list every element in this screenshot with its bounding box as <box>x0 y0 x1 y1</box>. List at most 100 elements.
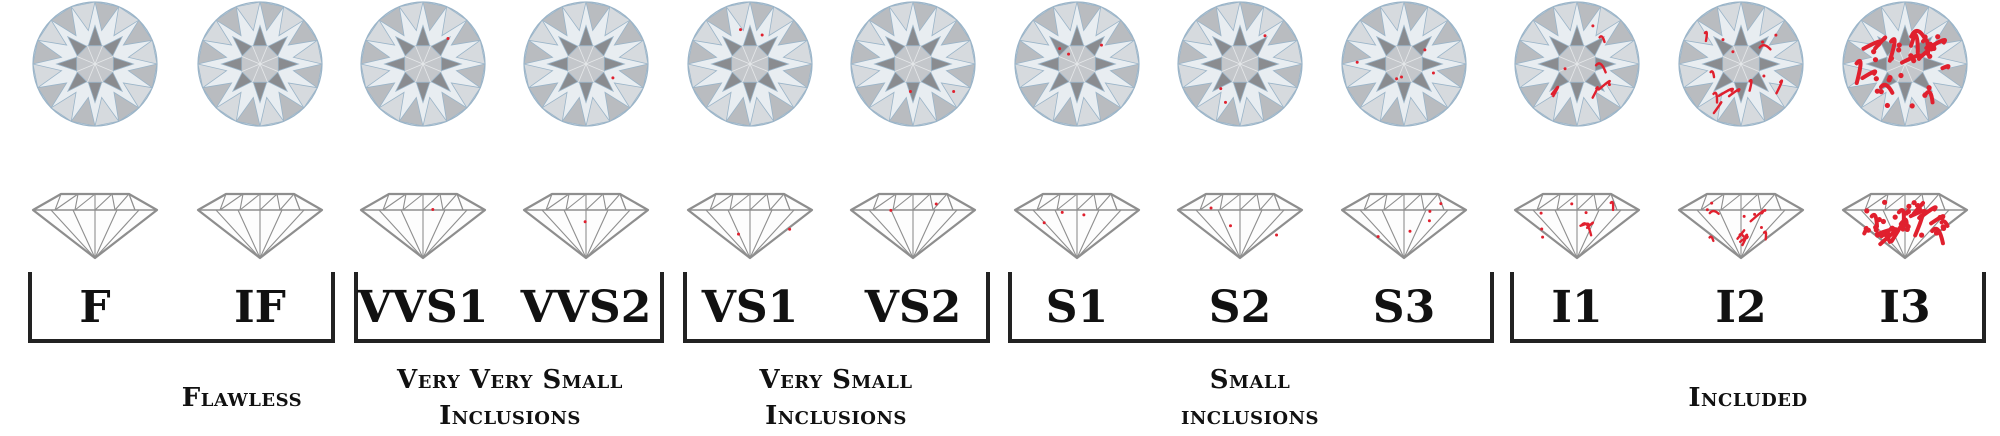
inclusion-mark <box>889 208 893 212</box>
inclusion-mark <box>1908 209 1928 219</box>
inclusion-mark <box>1609 200 1615 212</box>
inclusion-mark <box>1570 202 1574 206</box>
inclusion-mark <box>1721 38 1725 42</box>
inclusion-mark <box>1922 34 1928 40</box>
inclusion-mark <box>1703 30 1709 43</box>
inclusion-mark <box>1879 82 1895 95</box>
category-bracket <box>354 272 664 343</box>
diamond-side-view <box>1340 192 1468 260</box>
inclusion-mark <box>1708 209 1720 215</box>
inclusion-mark <box>1748 78 1753 92</box>
inclusion-mark <box>1067 52 1071 56</box>
inclusion-mark <box>1887 37 1897 63</box>
diamond-top-view <box>523 1 649 127</box>
inclusion-mark <box>611 76 615 80</box>
inclusion-mark <box>1717 87 1735 98</box>
grade-label: F <box>79 282 110 333</box>
diamond-side-view <box>359 192 487 260</box>
inclusion-mark <box>1886 77 1892 83</box>
inclusion-mark <box>1940 224 1946 230</box>
inclusion-mark <box>1219 87 1223 91</box>
inclusion-mark <box>1930 226 1945 246</box>
inclusion-mark <box>1712 91 1719 104</box>
inclusion-mark <box>1710 201 1714 205</box>
diamond-side-view <box>686 192 814 260</box>
category-brackets <box>28 272 1986 343</box>
grade-labels: F IF VVS1 VVS2 VS1 VS2 S1 S2 S3 I1 I2 I3 <box>79 282 1930 333</box>
category-label: Included <box>1688 383 1807 413</box>
inclusion-mark <box>1880 218 1887 225</box>
inclusion-mark <box>1376 235 1380 239</box>
inclusion-mark <box>1712 101 1723 115</box>
inclusion-mark <box>1865 227 1871 233</box>
inclusion-mark <box>1209 206 1213 210</box>
category-bracket <box>28 272 335 343</box>
inclusion-mark <box>1228 224 1232 228</box>
inclusion-mark <box>760 33 764 37</box>
diamond-top-view <box>360 1 486 127</box>
category-bracket <box>1008 272 1494 343</box>
inclusion-mark <box>1924 89 1935 105</box>
inclusion-mark <box>1940 64 1951 71</box>
inclusion-mark <box>1896 42 1902 48</box>
inclusion-mark <box>934 202 938 206</box>
category-labels: Flawless Very Very Small Inclusions Very Sm… <box>182 365 1807 431</box>
inclusion-mark <box>1873 35 1888 51</box>
inclusion-mark <box>1906 203 1912 210</box>
inclusion-mark <box>1607 83 1611 87</box>
grade-label: VVS1 <box>357 282 489 333</box>
category-label: Very Very Small <box>396 365 623 395</box>
grade-label: IF <box>234 282 286 333</box>
category-bracket <box>1510 272 1986 343</box>
inclusion-mark <box>788 227 792 231</box>
diamond-top-views <box>32 1 1968 127</box>
inclusion-mark <box>1736 229 1746 240</box>
diamond-top-view <box>1177 1 1303 127</box>
grade-label: S3 <box>1373 282 1435 333</box>
inclusion-mark <box>1427 219 1431 223</box>
diamond-side-views <box>31 192 1969 260</box>
inclusion-mark <box>1873 76 1879 82</box>
inclusion-mark <box>1082 213 1086 217</box>
grade-label: S2 <box>1209 282 1271 333</box>
inclusion-mark <box>1275 233 1279 237</box>
inclusion-mark <box>431 207 435 211</box>
diamond-top-view <box>1842 1 1968 127</box>
inclusion-mark <box>1892 214 1898 220</box>
inclusion-mark <box>1909 103 1915 109</box>
inclusion-mark <box>1708 235 1715 243</box>
inclusion-mark <box>1775 79 1784 95</box>
inclusion-mark <box>1911 201 1926 216</box>
inclusion-mark <box>1926 85 1932 91</box>
inclusion-mark <box>1884 102 1890 109</box>
inclusion-mark <box>1924 41 1933 51</box>
inclusion-mark <box>1584 211 1588 215</box>
inclusion-mark <box>1761 40 1765 44</box>
inclusion-mark <box>1749 209 1765 223</box>
inclusion-mark <box>1862 225 1869 236</box>
inclusion-mark <box>1937 214 1943 221</box>
inclusion-mark <box>1879 232 1892 244</box>
inclusion-mark <box>1878 89 1884 95</box>
inclusion-mark <box>1408 229 1412 233</box>
inclusion-mark <box>1889 219 1906 244</box>
inclusion-mark <box>1742 214 1746 218</box>
inclusion-mark <box>1738 232 1745 238</box>
grade-label: VS2 <box>864 282 962 333</box>
grade-label: S1 <box>1046 282 1108 333</box>
diamond-side-view <box>1013 192 1141 260</box>
inclusion-mark <box>583 220 587 224</box>
inclusion-mark <box>1060 210 1064 214</box>
inclusion-mark <box>1874 88 1880 94</box>
inclusion-mark <box>1927 53 1933 59</box>
diamond-top-view <box>1014 1 1140 127</box>
inclusion-mark <box>1860 69 1878 81</box>
grade-label: VS1 <box>701 282 799 333</box>
inclusion-mark <box>1905 223 1911 230</box>
diamond-side-view <box>849 192 977 260</box>
category-label: Inclusions <box>439 401 581 431</box>
inclusion-mark <box>1563 67 1567 71</box>
inclusion-mark <box>1898 72 1904 79</box>
inclusion-mark <box>1902 217 1909 228</box>
inclusion-mark <box>1552 85 1560 98</box>
